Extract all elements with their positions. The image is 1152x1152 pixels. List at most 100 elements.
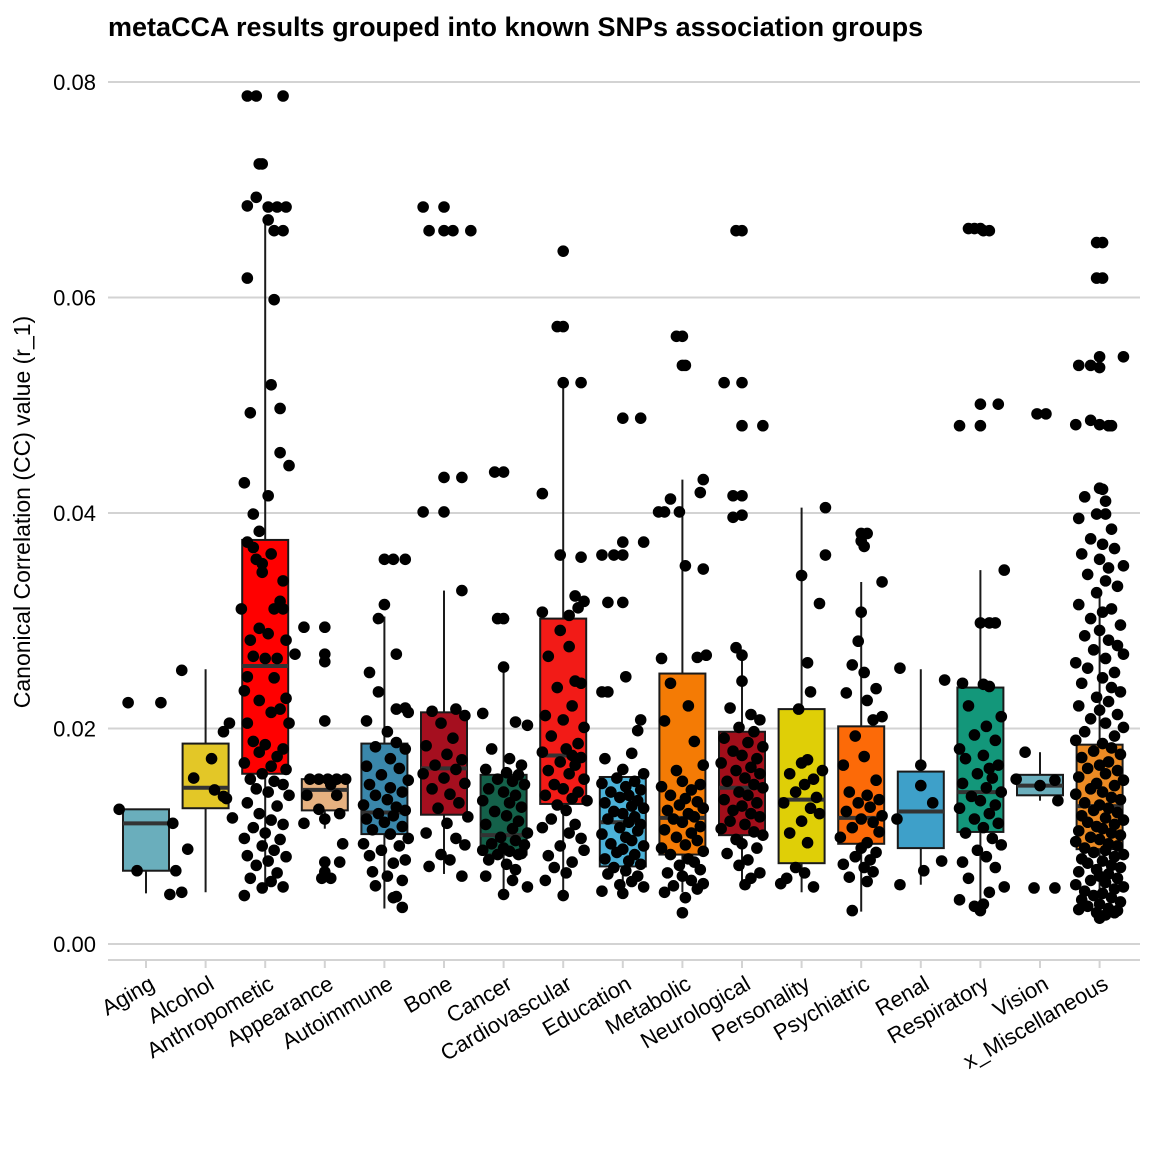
data-point xyxy=(280,692,292,705)
data-point xyxy=(679,891,692,904)
data-point xyxy=(399,804,412,817)
data-point xyxy=(813,597,826,610)
data-point xyxy=(390,648,403,660)
data-point xyxy=(238,757,251,769)
data-point xyxy=(754,811,766,823)
data-point xyxy=(634,714,647,726)
data-point xyxy=(575,832,587,845)
data-point xyxy=(265,814,277,826)
data-point xyxy=(819,501,832,514)
data-point xyxy=(262,201,274,213)
data-point xyxy=(456,471,468,484)
data-point xyxy=(259,652,272,665)
data-point xyxy=(736,800,748,812)
data-point xyxy=(217,725,230,738)
data-point xyxy=(1072,771,1085,783)
data-point xyxy=(858,861,870,874)
data-point xyxy=(536,746,549,759)
data-point xyxy=(1052,794,1064,807)
data-point xyxy=(745,708,757,721)
data-point xyxy=(256,566,269,579)
data-point xyxy=(509,863,522,876)
data-point xyxy=(739,818,751,831)
data-point xyxy=(1096,538,1109,551)
data-point xyxy=(694,820,707,833)
data-point xyxy=(992,398,1005,410)
data-point xyxy=(685,784,698,796)
data-point xyxy=(664,848,677,861)
data-point xyxy=(164,888,176,901)
data-point xyxy=(253,694,266,707)
data-point xyxy=(482,783,495,795)
data-point xyxy=(983,224,996,237)
data-point xyxy=(915,779,927,792)
data-point xyxy=(545,813,558,825)
data-point xyxy=(241,797,254,809)
data-point xyxy=(1078,725,1091,738)
data-point xyxy=(497,466,510,478)
data-point xyxy=(953,743,966,755)
data-point xyxy=(965,790,978,803)
data-point xyxy=(926,797,939,809)
data-point xyxy=(673,506,686,518)
data-point xyxy=(503,845,516,858)
data-point xyxy=(572,737,584,750)
data-point xyxy=(1105,681,1118,694)
data-point xyxy=(438,224,450,237)
data-point xyxy=(569,818,581,831)
data-point xyxy=(837,759,850,771)
data-point xyxy=(682,700,695,712)
data-point xyxy=(402,832,415,845)
data-point xyxy=(596,549,608,561)
data-point xyxy=(1078,842,1091,854)
data-point xyxy=(578,773,590,785)
data-point xyxy=(1105,827,1118,839)
data-point xyxy=(396,786,409,798)
data-point xyxy=(456,753,468,766)
data-point xyxy=(554,549,567,561)
data-point xyxy=(208,784,221,796)
data-point xyxy=(253,622,266,635)
data-point xyxy=(444,788,456,801)
data-point xyxy=(319,715,331,727)
data-point xyxy=(1049,882,1061,894)
data-point xyxy=(1090,586,1103,599)
data-point xyxy=(1072,866,1085,878)
data-point xyxy=(244,773,257,785)
data-point xyxy=(861,875,873,888)
data-point xyxy=(974,398,987,410)
data-point xyxy=(569,759,581,771)
data-point xyxy=(274,446,286,459)
data-point xyxy=(438,506,450,518)
data-point xyxy=(1102,562,1115,574)
data-point xyxy=(599,752,611,765)
data-point xyxy=(751,797,763,809)
data-point xyxy=(1105,742,1118,754)
data-point xyxy=(676,775,689,788)
data-point xyxy=(962,700,975,712)
data-point xyxy=(1096,483,1109,496)
data-point xyxy=(637,881,650,893)
data-point xyxy=(697,473,710,486)
data-point xyxy=(265,875,277,888)
data-point xyxy=(396,901,409,914)
data-point xyxy=(891,813,903,825)
data-point xyxy=(259,827,272,839)
data-point xyxy=(539,789,552,802)
data-point xyxy=(670,764,683,777)
data-point xyxy=(1114,793,1127,806)
data-point xyxy=(256,882,269,894)
data-point xyxy=(959,752,972,765)
data-point xyxy=(1087,804,1100,817)
data-point xyxy=(867,714,879,726)
data-point xyxy=(113,803,125,816)
data-point xyxy=(730,764,742,777)
data-point xyxy=(611,846,623,859)
data-point xyxy=(1096,786,1109,798)
data-point xyxy=(673,799,686,811)
data-point xyxy=(1078,491,1091,503)
data-point xyxy=(1072,825,1085,837)
data-point xyxy=(736,649,748,662)
data-point xyxy=(402,706,415,719)
data-point xyxy=(634,412,647,424)
